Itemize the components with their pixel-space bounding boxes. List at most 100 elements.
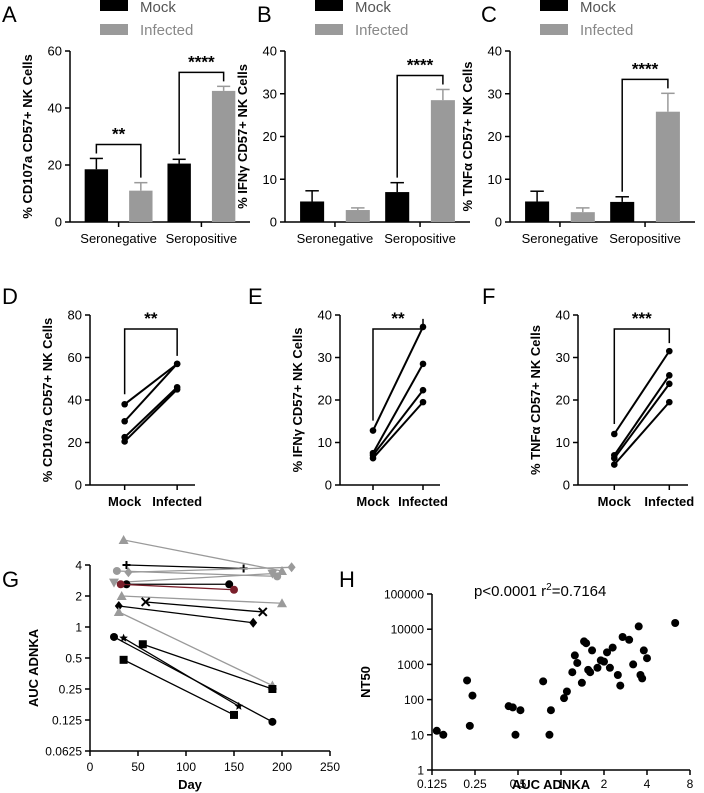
x-tick-label: Mock: [598, 494, 632, 509]
subject-line: [113, 572, 273, 584]
triangle-marker: [118, 534, 129, 544]
subject-line: [142, 643, 273, 690]
circle-marker: [225, 580, 234, 589]
y-tick-label: 30: [488, 86, 502, 101]
triangle-marker: [116, 591, 127, 600]
triangle-marker: [113, 606, 124, 616]
triangle-down-marker: [267, 569, 278, 579]
point-mock: [611, 454, 618, 462]
scatter-point: [605, 663, 614, 672]
legend-panel-a: Mock Infected: [100, 0, 193, 39]
significance-bracket: [372, 318, 424, 421]
triangle-down-marker: [109, 578, 119, 588]
x-tick-label: Seropositive: [384, 231, 456, 246]
paired-line: [123, 388, 178, 443]
panel-letter-e: E: [248, 284, 263, 309]
bar-infected-seronegative: [345, 210, 370, 222]
y-tick-label: 40: [556, 308, 570, 323]
y-tick-label: 80: [68, 308, 82, 323]
y-tick-label: 10: [263, 172, 277, 187]
panel-letter-d: D: [2, 284, 18, 309]
scatter-point: [511, 730, 520, 739]
significance-label: **: [391, 309, 405, 328]
y-tick-label: 40: [318, 308, 332, 323]
y-tick-label: 100: [404, 693, 424, 707]
y-tick-label: 0: [55, 215, 62, 230]
paired-line: [123, 386, 178, 438]
bar-mock-seropositive: [167, 163, 191, 222]
star-marker: [234, 701, 244, 710]
point-infected: [173, 360, 181, 368]
circle-marker: [273, 572, 282, 581]
x-tick-label: Seronegative: [297, 231, 374, 246]
square-marker: [119, 655, 128, 664]
y-tick-label: 30: [263, 86, 277, 101]
x-tick-label: 4: [644, 777, 651, 791]
annotation-text: p<0.0001 r: [474, 583, 546, 600]
significance-label: ****: [407, 55, 434, 74]
legend-mock-label-a: Mock: [140, 0, 176, 16]
legend-infected-swatch-a: [100, 24, 128, 35]
panel-letter-f: F: [482, 284, 495, 309]
x-tick-label: Mock: [108, 494, 142, 509]
x-tick-label: Seronegative: [80, 231, 157, 246]
y-tick-label: 60: [68, 350, 82, 365]
x-tick-label: Seropositive: [609, 231, 681, 246]
y-tick-label: 0: [270, 215, 277, 230]
scatter-point: [586, 668, 595, 677]
x-tick-label: Mock: [356, 494, 390, 509]
x-tick-label: 0.5: [510, 777, 527, 791]
x-tick-label: Infected: [152, 494, 202, 509]
circle-marker: [230, 585, 238, 594]
x-tick-label: 50: [131, 760, 145, 774]
scatter-point: [582, 639, 591, 648]
point-infected: [666, 347, 673, 355]
y-tick-label: 10: [556, 435, 570, 450]
circle-marker: [116, 580, 125, 589]
y-tick-label: 20: [68, 435, 82, 450]
scatter-point: [638, 674, 647, 683]
x-axis-label-g: Day: [178, 777, 203, 792]
scatter-point: [439, 730, 448, 739]
annotation-sup: 2: [546, 582, 552, 593]
scatter-point: [608, 643, 617, 652]
legend-panel-b: Mock Infected: [315, 0, 408, 39]
paired-line: [372, 363, 424, 454]
diamond-marker: [114, 600, 123, 611]
scatter-point: [593, 663, 602, 672]
circle-marker: [110, 632, 118, 641]
point-mock: [369, 454, 377, 462]
y-tick-label: 10000: [391, 623, 425, 637]
significance-bracket: [613, 328, 671, 424]
y-tick-label: 0: [563, 478, 570, 493]
x-tick-label: 1: [558, 777, 565, 791]
scatter-point: [516, 706, 525, 715]
x-tick-label: Seronegative: [522, 231, 599, 246]
significance-bracket: [621, 78, 669, 192]
panel-letter-a: A: [2, 2, 17, 27]
y-tick-label: 10: [318, 435, 332, 450]
bar-mock-seropositive: [385, 192, 410, 222]
paired-line: [124, 363, 178, 406]
paired-line: [613, 374, 671, 456]
point-mock: [611, 461, 618, 468]
scatter-point: [465, 721, 474, 730]
x-axis-label-h: AUC ADNKA: [512, 777, 591, 792]
scatter-point: [568, 668, 577, 677]
bar-mock-seronegative: [525, 201, 550, 222]
scatter-point: [545, 730, 554, 739]
x-tick-label: Infected: [398, 494, 448, 509]
panel-letter-c: C: [481, 2, 497, 27]
scatter-point: [625, 635, 634, 644]
point-infected: [419, 386, 427, 394]
legend-mock-swatch-b: [315, 0, 343, 11]
diamond-marker: [249, 617, 258, 628]
x-tick-label: Seropositive: [166, 231, 238, 246]
significance-bracket: [95, 143, 142, 178]
x-tick-label: 0: [87, 760, 94, 774]
paired-line: [613, 350, 671, 435]
y-tick-label: 20: [556, 393, 570, 408]
y-axis-label-a: % CD107a CD57+ NK Cells: [20, 54, 35, 218]
scatter-point: [573, 658, 582, 667]
y-tick-label: 60: [48, 44, 62, 59]
